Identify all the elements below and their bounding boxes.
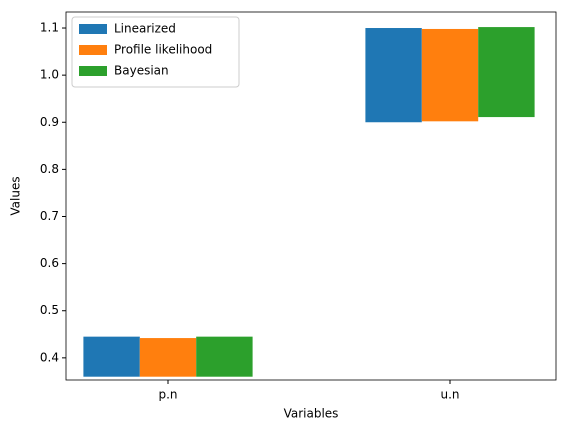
y-tick-label: 0.5 [40,303,59,317]
y-tick-label: 0.9 [40,115,59,129]
y-tick-label: 1.0 [40,68,59,82]
bar [365,28,422,123]
y-axis-label: Values [9,176,23,215]
y-tick-label: 0.7 [40,209,59,223]
bar [139,338,197,377]
y-tick-label: 1.1 [40,21,59,35]
bar [421,28,479,122]
legend-swatch [79,66,107,76]
plot-frame [65,11,557,381]
legend-label: Bayesian [114,64,169,78]
legend-label: Profile likelihood [114,43,212,57]
x-tick-label: u.n [440,388,459,402]
x-axis-label: Variables [284,407,339,421]
y-tick-label: 0.8 [40,162,59,176]
legend-swatch [79,45,107,55]
y-tick-label: 0.6 [40,256,59,270]
legend [71,16,240,88]
bar [478,27,535,118]
legend-label: Linearized [114,22,176,36]
bar [196,336,253,377]
x-tick-label: p.n [158,388,177,402]
bar [83,336,140,377]
legend-swatch [79,24,107,34]
y-tick-label: 0.4 [40,350,59,364]
